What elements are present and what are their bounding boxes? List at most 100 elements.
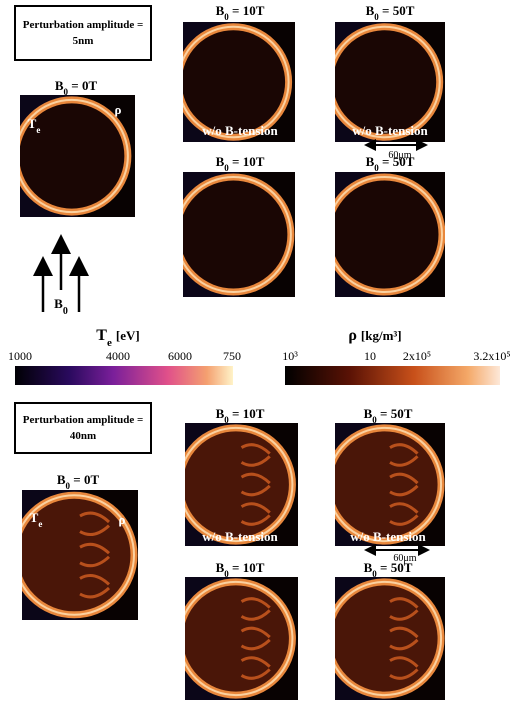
rho-half — [183, 22, 295, 142]
colorbar-tick: 750 — [223, 349, 241, 363]
rho-finger — [389, 638, 419, 651]
simulation-image — [185, 577, 298, 700]
rho-finger — [389, 502, 419, 514]
rho-half — [22, 490, 138, 620]
panel-label: B0 = 50T — [364, 560, 413, 579]
colorbar — [285, 366, 500, 385]
rho-finger — [389, 455, 419, 467]
colorbar-title: Te [eV] — [96, 327, 139, 349]
amplitude-box — [14, 5, 152, 61]
rho-half — [20, 95, 135, 217]
panel-label: B0 = 0T — [55, 78, 98, 97]
rho-half — [185, 423, 298, 546]
rho-finger — [79, 542, 111, 555]
colorbar-tick: 2x10⁵ — [403, 349, 431, 363]
rho-finger — [79, 524, 111, 537]
rho-finger — [389, 484, 419, 497]
rho-finger — [240, 597, 271, 609]
rho-shell-core — [22, 494, 135, 616]
rho-half — [185, 577, 298, 700]
rho-half — [335, 577, 445, 700]
simulation-image — [20, 95, 135, 217]
rho-finger — [240, 502, 271, 514]
rho-shell-core — [335, 25, 441, 139]
panel-label: B0 = 50T — [364, 406, 413, 425]
amplitude-text: 40nm — [70, 430, 96, 442]
te-label: Te — [28, 116, 41, 135]
simulation-image — [335, 172, 445, 297]
rho-finger — [389, 668, 419, 680]
rho-finger — [240, 484, 271, 497]
simulation-image — [335, 577, 445, 700]
rho-finger — [79, 511, 111, 524]
rho-finger — [240, 609, 271, 621]
panel-label: B0 = 50T — [366, 3, 415, 22]
panel-label: B0 = 10T — [216, 560, 265, 579]
rho-finger — [79, 573, 111, 586]
rho-finger — [79, 586, 111, 599]
amplitude-text: Perturbation amplitude = — [23, 19, 144, 31]
rho-finger — [389, 443, 419, 455]
amplitude-box — [14, 402, 152, 454]
rho-finger — [240, 443, 271, 455]
rho-finger — [240, 638, 271, 651]
rho-half — [335, 172, 445, 297]
colorbar-tick: 1000 — [8, 349, 32, 363]
rho-finger — [240, 472, 271, 485]
rho-shell-core — [335, 580, 443, 697]
panel-note: w/o B-tension — [352, 123, 428, 138]
colorbar-tick: 3.2x10⁵ — [473, 349, 510, 363]
panel-label: B0 = 0T — [57, 472, 100, 491]
rho-finger — [389, 597, 419, 609]
colorbar-tick: 10 — [364, 349, 376, 363]
panel-note: w/o B-tension — [202, 529, 278, 544]
colorbar — [15, 366, 233, 385]
rho-finger — [389, 472, 419, 485]
rho-shell-core — [185, 426, 294, 543]
te-label: Te — [30, 510, 43, 529]
rho-finger — [240, 455, 271, 467]
rho-label: ρ — [115, 102, 122, 117]
simulation-image — [183, 172, 295, 297]
simulation-image — [183, 22, 295, 142]
rho-shell-core — [20, 98, 129, 214]
rho-finger — [389, 514, 419, 526]
panel-label: B0 = 10T — [216, 154, 265, 173]
rho-finger — [389, 626, 419, 639]
scale-label: 60μm — [388, 150, 411, 161]
rho-finger — [79, 555, 111, 568]
colorbar-title: ρ [kg/m³] — [348, 327, 401, 344]
rho-label: ρ — [119, 512, 126, 527]
panel-label: B0 = 50T — [366, 154, 415, 173]
rho-half — [335, 423, 445, 546]
rho-shell-core — [185, 580, 294, 697]
rho-half — [183, 172, 295, 297]
colorbar-tick: 6000 — [168, 349, 192, 363]
simulation-image — [335, 423, 445, 546]
rho-shell-core — [335, 176, 443, 293]
simulation-image — [22, 490, 138, 620]
field-label: B0 — [54, 296, 68, 317]
panel-label: B0 = 10T — [216, 406, 265, 425]
rho-finger — [389, 656, 419, 668]
amplitude-text: Perturbation amplitude = — [23, 414, 144, 426]
amplitude-text: 5nm — [73, 35, 94, 47]
simulation-image — [185, 423, 298, 546]
rho-finger — [240, 626, 271, 639]
rho-shell-core — [183, 176, 292, 293]
panel-note: w/o B-tension — [202, 123, 278, 138]
rho-shell-core — [335, 426, 443, 543]
rho-finger — [389, 609, 419, 621]
rho-half — [335, 22, 445, 142]
scale-label: 60μm — [393, 553, 416, 564]
rho-shell-core — [183, 25, 290, 139]
rho-finger — [240, 514, 271, 526]
panel-note: w/o B-tension — [350, 529, 426, 544]
panel-label: B0 = 10T — [216, 3, 265, 22]
rho-finger — [240, 656, 271, 668]
simulation-image — [335, 22, 445, 142]
colorbar-tick: 4000 — [106, 349, 130, 363]
colorbar-tick: 10³ — [282, 349, 298, 363]
rho-finger — [240, 668, 271, 680]
